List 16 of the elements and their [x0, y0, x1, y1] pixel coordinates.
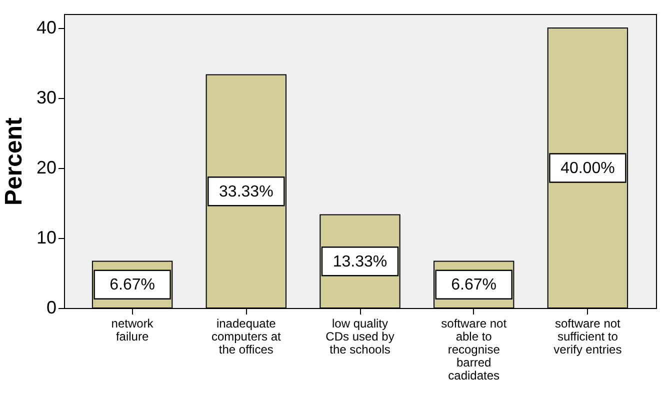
y-tick-label: 0	[46, 298, 56, 318]
y-tick-label: 20	[36, 158, 56, 178]
data-label: 6.67%	[110, 276, 155, 294]
x-tick-label: low quality CDs used by the schools	[326, 316, 394, 356]
data-label: 6.67%	[451, 276, 497, 294]
data-label: 33.33%	[219, 183, 274, 200]
x-tick-label: network failure	[111, 316, 154, 344]
data-label: 13.33%	[332, 253, 388, 270]
x-tick-label: software not able to recognise barred cadidates	[441, 316, 508, 382]
y-tick-label: 30	[36, 88, 56, 108]
data-label: 40.00%	[560, 160, 615, 177]
y-axis-title: Percent	[0, 117, 28, 206]
y-tick-label: 10	[36, 228, 56, 248]
x-tick-label: software not sufficient to verify entries	[554, 316, 622, 356]
x-tick-label: inadequate computers at the offices	[211, 316, 282, 356]
y-tick-label: 40	[36, 18, 56, 38]
